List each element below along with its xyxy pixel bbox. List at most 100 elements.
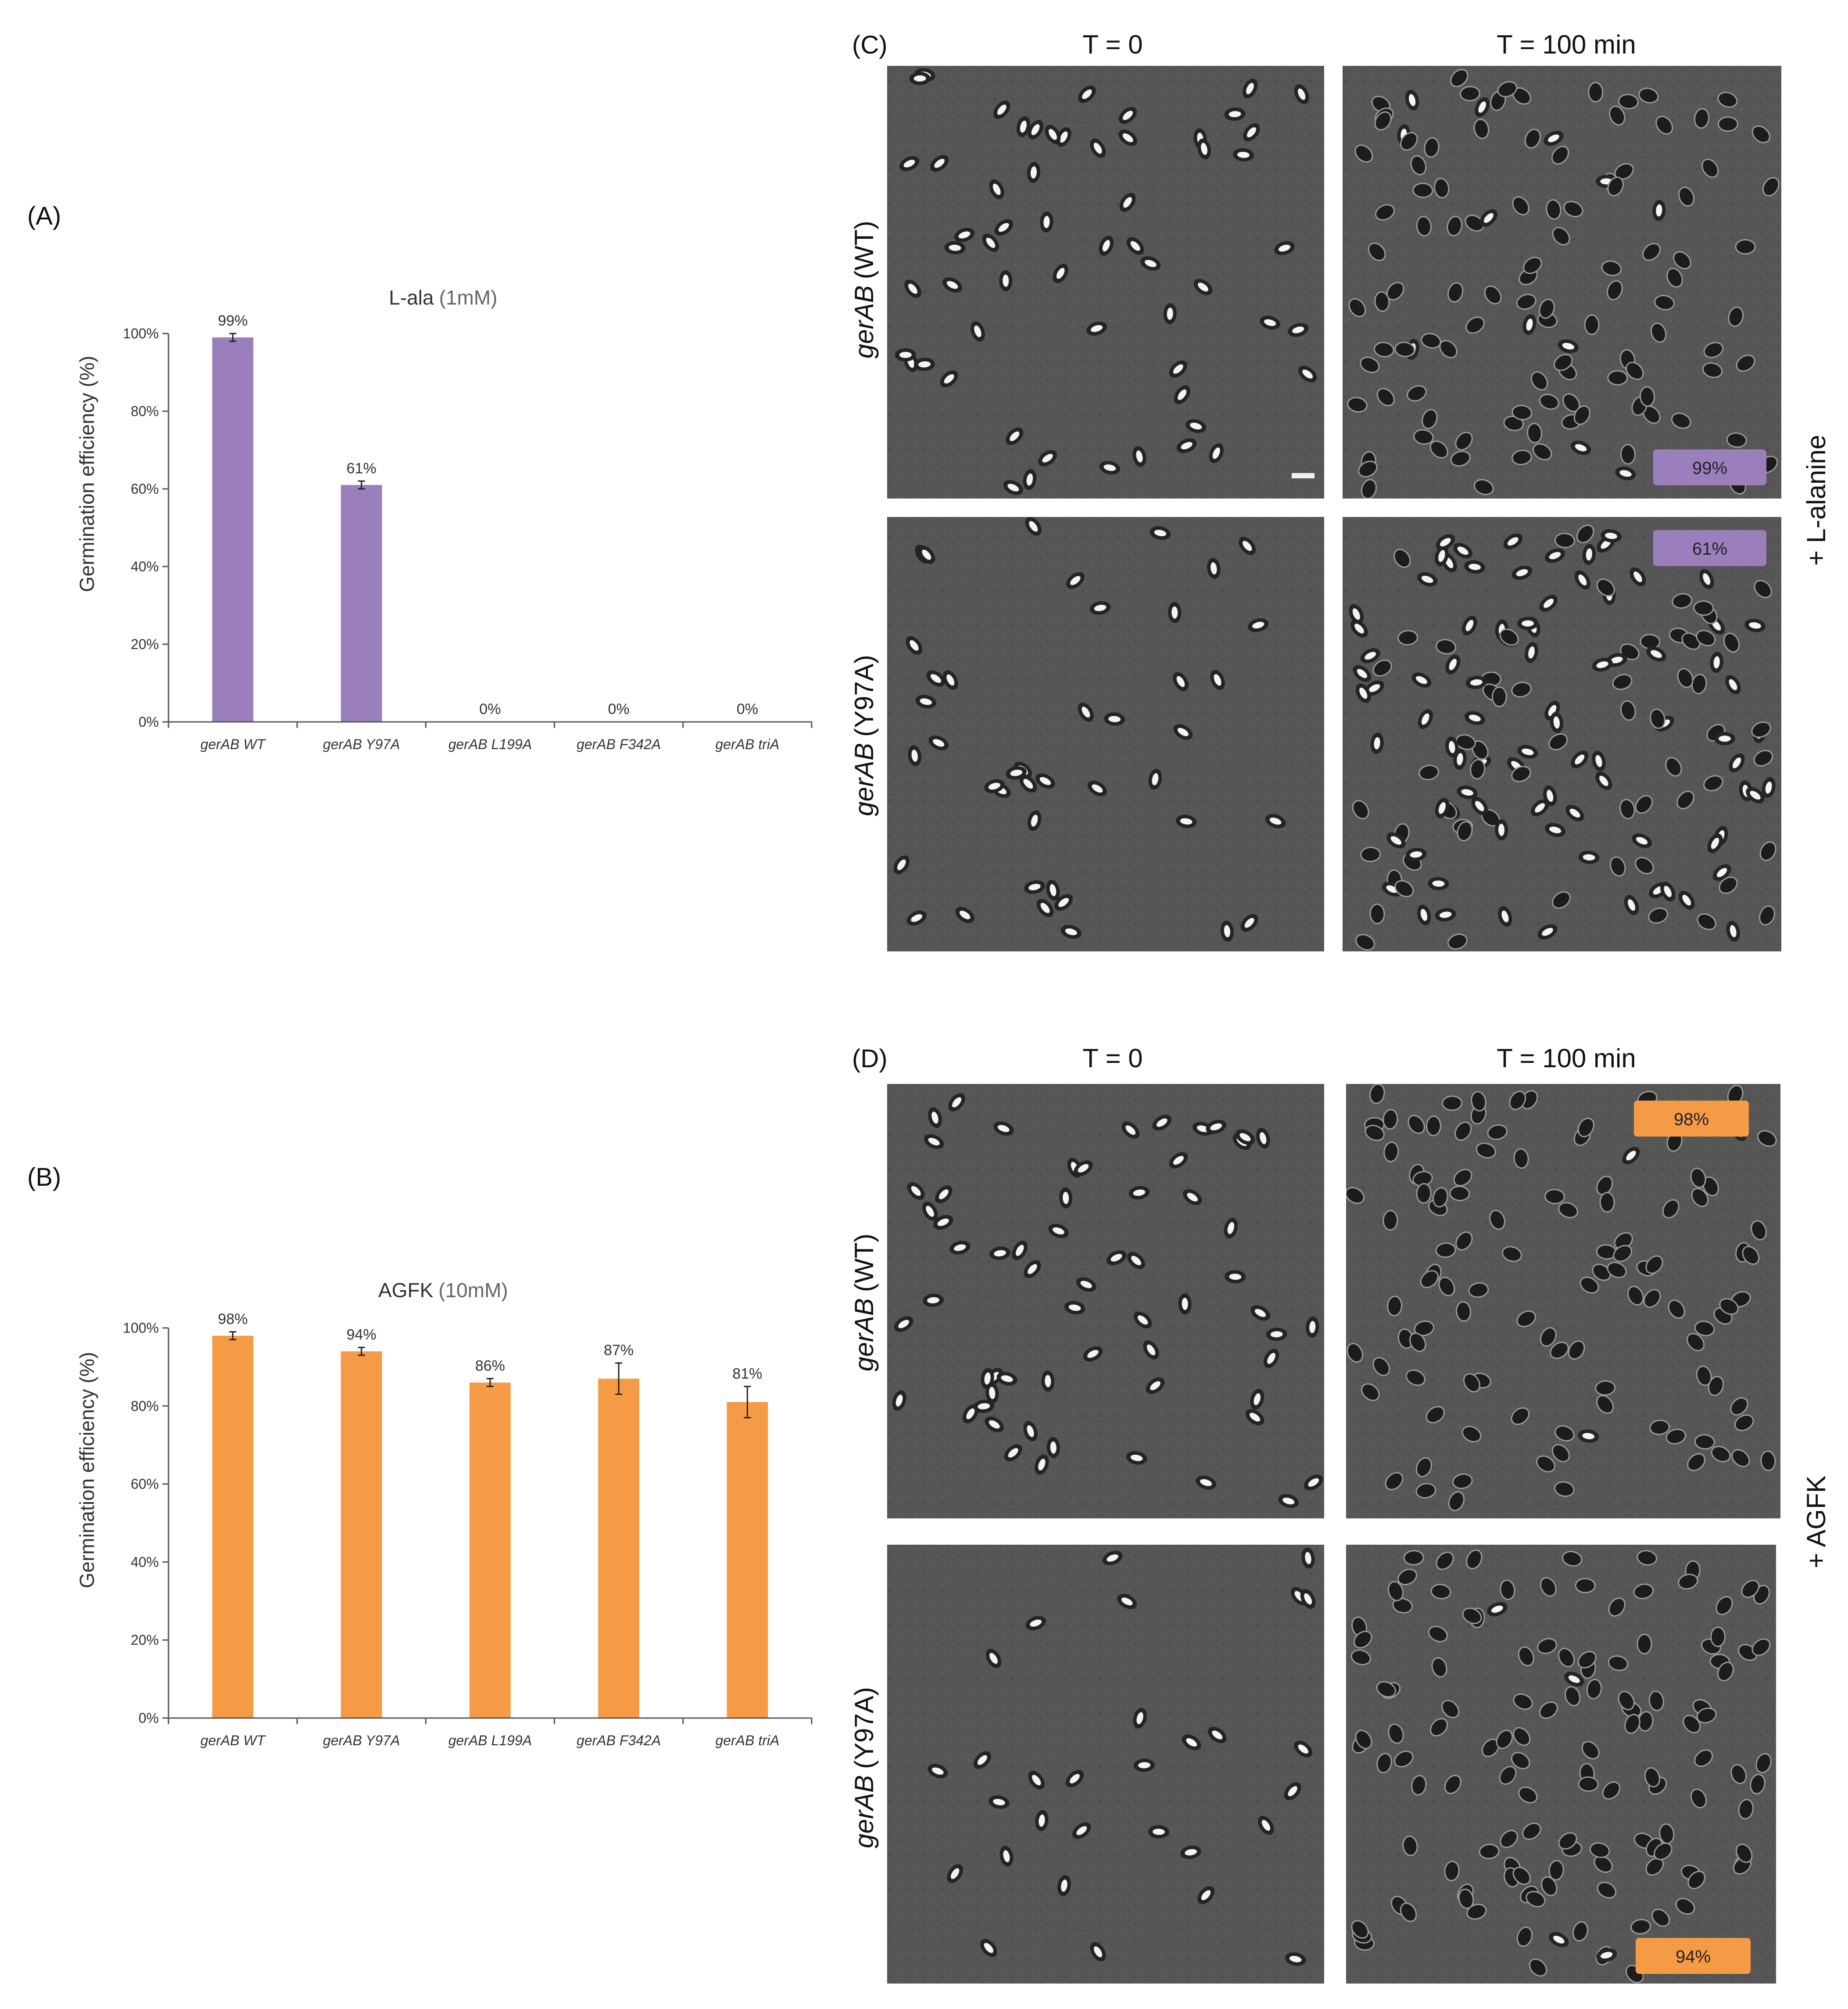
dark-spore bbox=[1512, 196, 1529, 215]
bright-spore bbox=[1582, 1433, 1595, 1439]
dark-spore bbox=[1552, 891, 1571, 909]
dark-spore bbox=[1429, 440, 1448, 459]
bright-spore bbox=[1528, 646, 1535, 659]
bright-spore bbox=[1713, 656, 1720, 669]
bar bbox=[340, 485, 382, 722]
dark-spore bbox=[1479, 1844, 1500, 1859]
dark-spore bbox=[1433, 1187, 1448, 1208]
dark-spore bbox=[1376, 1681, 1396, 1698]
bright-spore bbox=[1549, 826, 1561, 833]
bright-spore bbox=[1298, 1744, 1308, 1754]
dark-spore bbox=[1751, 1638, 1771, 1656]
bright-spore bbox=[1390, 836, 1402, 845]
data-label: 87% bbox=[604, 1342, 634, 1359]
bright-spore bbox=[1008, 1448, 1018, 1458]
dark-spore bbox=[1466, 1549, 1483, 1570]
dark-spore bbox=[1473, 118, 1490, 139]
dark-spore bbox=[1511, 405, 1533, 420]
dark-spore bbox=[1468, 1282, 1489, 1298]
dark-spore bbox=[1407, 1115, 1425, 1134]
dark-spore bbox=[1642, 243, 1661, 261]
bright-spore bbox=[1586, 548, 1592, 561]
dark-spore bbox=[1355, 934, 1375, 951]
dark-spore bbox=[1717, 92, 1738, 108]
dark-spore bbox=[1672, 593, 1693, 609]
dark-spore bbox=[1438, 1277, 1455, 1296]
dark-spore bbox=[1554, 1425, 1575, 1442]
bright-spore bbox=[1178, 389, 1187, 400]
dark-spore bbox=[1633, 1583, 1654, 1600]
bright-spore bbox=[1136, 450, 1143, 463]
dark-spore bbox=[1553, 354, 1573, 371]
dark-spore bbox=[1436, 1551, 1454, 1570]
panel-c-badge-wt-text: 99% bbox=[1692, 459, 1727, 478]
bright-spore bbox=[1130, 1454, 1143, 1461]
dark-spore bbox=[1513, 1693, 1533, 1710]
bright-spore bbox=[1522, 620, 1534, 627]
bright-spore bbox=[1182, 1298, 1188, 1310]
dark-spore bbox=[1728, 306, 1744, 327]
bright-spore bbox=[920, 698, 932, 705]
dark-spore bbox=[1715, 1596, 1733, 1615]
dark-spore bbox=[1635, 795, 1653, 814]
bright-spore bbox=[1611, 657, 1623, 664]
bright-spore bbox=[1121, 1597, 1133, 1606]
dark-spore bbox=[1368, 242, 1386, 261]
dark-spore bbox=[1455, 734, 1476, 750]
bright-spore bbox=[977, 1755, 988, 1765]
bright-spore bbox=[1093, 143, 1102, 154]
dark-spore bbox=[1394, 1751, 1414, 1768]
dark-spore bbox=[1638, 87, 1659, 104]
dark-spore bbox=[1539, 1701, 1558, 1719]
dark-spore bbox=[1425, 1406, 1445, 1424]
bright-spore bbox=[1292, 326, 1304, 334]
dark-spore bbox=[1572, 1921, 1589, 1942]
bright-spore bbox=[1224, 925, 1231, 937]
bar bbox=[212, 337, 254, 722]
bright-spore bbox=[937, 1218, 949, 1226]
bright-spore bbox=[918, 361, 931, 368]
dark-spore bbox=[1702, 362, 1723, 378]
dark-spore bbox=[1588, 82, 1604, 103]
bright-spore bbox=[978, 1403, 990, 1410]
bright-spore bbox=[1750, 791, 1761, 800]
bright-spore bbox=[958, 231, 971, 239]
dark-spore bbox=[1648, 908, 1669, 924]
y-tick-label: 40% bbox=[131, 1554, 159, 1570]
bright-spore bbox=[1596, 661, 1608, 668]
dark-spore bbox=[1509, 1091, 1526, 1110]
dark-spore bbox=[1407, 385, 1427, 402]
panel-d-row-y97a-variant: (Y97A) bbox=[849, 1687, 879, 1769]
bright-spore bbox=[1438, 550, 1445, 562]
bright-spore bbox=[1028, 1264, 1037, 1274]
dark-spore bbox=[1599, 1192, 1615, 1213]
bright-spore bbox=[1039, 777, 1051, 785]
dark-spore bbox=[1607, 176, 1624, 197]
x-tick-label: gerAB L199A bbox=[448, 736, 532, 752]
x-tick-label: gerAB triA bbox=[715, 1733, 779, 1748]
dark-spore bbox=[1595, 1380, 1616, 1396]
x-tick-label: gerAB L199A bbox=[448, 1733, 532, 1748]
bright-spore bbox=[1246, 127, 1257, 138]
bright-spore bbox=[933, 739, 945, 747]
dark-spore bbox=[1360, 847, 1381, 862]
dark-spore bbox=[1416, 216, 1432, 237]
bright-spore bbox=[1103, 464, 1116, 471]
data-label: 94% bbox=[347, 1326, 376, 1343]
bright-spore bbox=[1176, 676, 1185, 687]
dark-spore bbox=[1421, 333, 1441, 349]
bright-spore bbox=[932, 1767, 944, 1775]
dark-spore bbox=[1552, 227, 1570, 246]
bright-spore bbox=[1264, 319, 1276, 326]
dark-spore bbox=[1637, 1550, 1658, 1566]
dark-spore bbox=[1442, 1095, 1463, 1111]
dark-spore bbox=[1435, 1242, 1456, 1258]
bright-spore bbox=[1305, 1552, 1311, 1564]
bright-spore bbox=[1420, 909, 1428, 921]
bright-spore bbox=[944, 374, 954, 384]
dark-spore bbox=[1738, 1799, 1754, 1820]
dark-spore bbox=[1736, 355, 1755, 372]
dark-spore bbox=[1382, 1210, 1398, 1231]
dark-spore bbox=[1422, 409, 1438, 429]
bright-spore bbox=[1028, 884, 1041, 890]
